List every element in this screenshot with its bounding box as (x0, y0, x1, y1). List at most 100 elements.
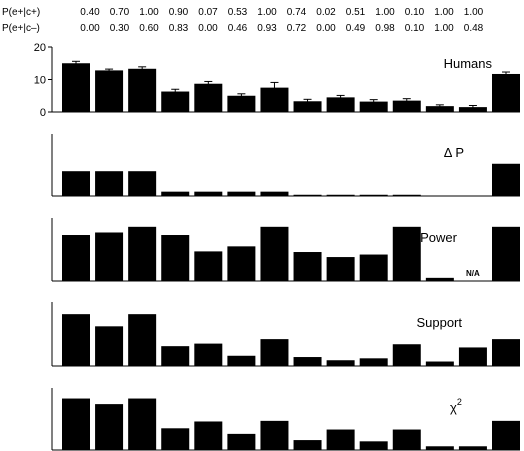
header-value: 0.51 (346, 7, 366, 18)
bar (492, 226, 520, 281)
bar (293, 440, 322, 450)
header-value: 1.00 (464, 7, 484, 18)
bar (392, 226, 421, 281)
header-row: P(e+|c+) 0.40 0.70 1.00 0.90 0.07 0.53 1.00 0.74… (2, 7, 484, 18)
bar (425, 361, 454, 366)
header-value: 0.00 (198, 23, 218, 34)
chart-panel: 0 10 20 Humans (34, 42, 520, 119)
panel-label: Humans (444, 56, 493, 71)
bar (62, 63, 90, 112)
na-label: N/A (466, 269, 480, 278)
bar (326, 257, 355, 281)
bar (161, 191, 190, 196)
bar (161, 428, 190, 450)
bar (392, 100, 421, 112)
bar (161, 91, 190, 112)
header-value: 0.48 (464, 23, 484, 34)
header-value: 0.00 (80, 23, 100, 34)
header-value: 0.93 (257, 23, 277, 34)
bar (260, 339, 289, 366)
header-value: 1.00 (375, 7, 395, 18)
bar (425, 277, 454, 281)
header-value: 1.00 (434, 7, 454, 18)
chart-panel: Support (51, 302, 520, 367)
bar (128, 171, 157, 196)
header-value: 0.60 (139, 23, 159, 34)
header-value: 0.83 (169, 23, 189, 34)
bar (293, 194, 322, 196)
bar (425, 446, 454, 450)
bar (326, 194, 355, 196)
bar (128, 398, 157, 450)
header-value: 0.10 (405, 23, 425, 34)
header-value: 0.46 (228, 23, 248, 34)
bar (293, 101, 322, 112)
bar (492, 73, 520, 112)
header-value: 0.49 (346, 23, 366, 34)
bar (227, 355, 256, 366)
bar (326, 97, 355, 112)
bar (95, 404, 124, 450)
header-value: 0.70 (110, 7, 130, 18)
bar (458, 107, 487, 112)
header-row-label: P(e+|c+) (2, 7, 40, 18)
bar (194, 83, 223, 112)
header-value: 0.40 (80, 7, 100, 18)
bar (62, 314, 90, 366)
bar (458, 347, 487, 366)
bar (194, 251, 223, 281)
bar (458, 446, 487, 450)
bar (392, 194, 421, 196)
header-row-label: P(e+|c–) (2, 23, 40, 34)
header-row: P(e+|c–) 0.00 0.30 0.60 0.83 0.00 0.46 0.93 0.72… (2, 23, 484, 34)
bar (293, 357, 322, 366)
bar (128, 68, 157, 112)
bar (227, 191, 256, 196)
bar (194, 343, 223, 366)
y-tick-label: 20 (34, 42, 46, 54)
chart-panel: N/A Power (51, 218, 520, 282)
bar (492, 163, 520, 196)
bar (227, 246, 256, 281)
header-value: 0.74 (287, 7, 307, 18)
panel-label-superscript: 2 (457, 397, 462, 407)
bar (128, 314, 157, 366)
bar (128, 226, 157, 281)
header-value: 0.30 (110, 23, 130, 34)
bar (359, 254, 388, 281)
header-value: 0.98 (375, 23, 395, 34)
bar (161, 235, 190, 281)
y-tick-label: 10 (34, 75, 46, 87)
header-value: 0.00 (316, 23, 336, 34)
bar (492, 420, 520, 450)
bar (260, 191, 289, 196)
bar (326, 360, 355, 366)
bar (359, 101, 388, 112)
panel-label: χ2 (450, 397, 462, 415)
bar (392, 429, 421, 450)
header-value: 0.10 (405, 7, 425, 18)
bar (293, 252, 322, 281)
bar (492, 339, 520, 366)
header-value: 0.90 (169, 7, 189, 18)
bar (326, 429, 355, 450)
y-tick-label: 0 (40, 107, 46, 119)
header-value: 1.00 (139, 7, 159, 18)
panel-label: Δ P (444, 145, 464, 160)
header-value: 0.02 (316, 7, 336, 18)
bar (62, 235, 90, 281)
chart-panel: Δ P (51, 134, 520, 197)
bar (194, 421, 223, 450)
panel-label: Power (420, 230, 458, 245)
bar (95, 326, 124, 366)
bar (425, 106, 454, 112)
header-value: 0.53 (228, 7, 248, 18)
bar (260, 226, 289, 281)
bar (359, 358, 388, 366)
bar (359, 194, 388, 196)
bar (95, 232, 124, 281)
bar (359, 441, 388, 450)
bar (62, 171, 90, 196)
bar (95, 70, 124, 112)
